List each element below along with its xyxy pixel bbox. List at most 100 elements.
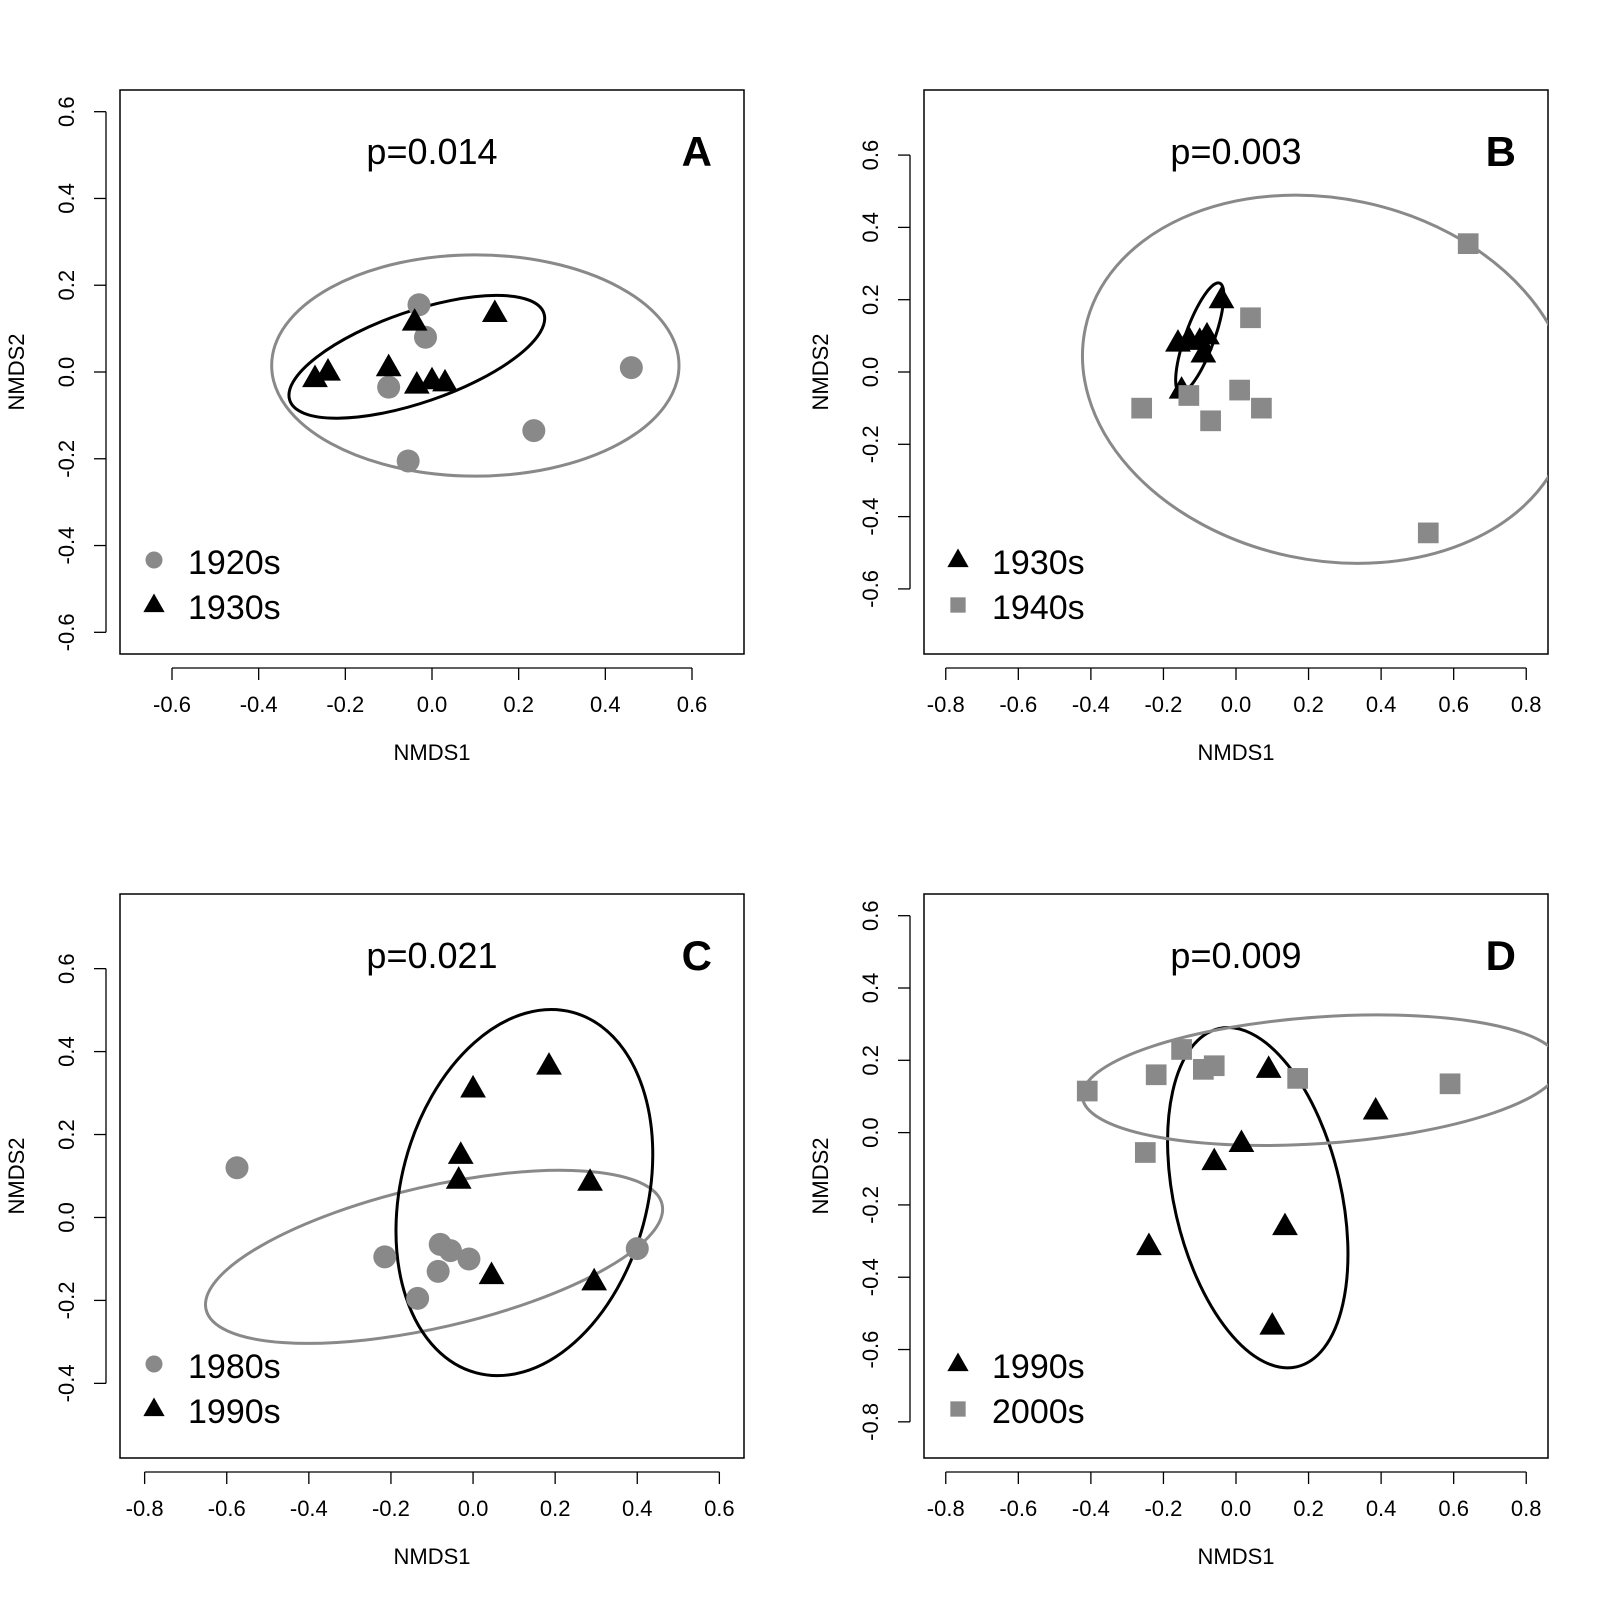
- y-tick-label: 0.6: [858, 140, 883, 171]
- legend-marker-square: [950, 597, 966, 613]
- plot-frame: [119, 893, 745, 1459]
- panel-d: -0.8 -0.6 -0.4 -0.2 0.0 0.2 0.4 0.6 0.8NMDS1-0.8…: [808, 893, 1549, 1569]
- series-2000s: [1076, 1039, 1461, 1163]
- legend-marker-circle: [145, 551, 163, 569]
- data-point: [432, 368, 458, 392]
- legend: 1990s 2000s: [947, 1348, 1085, 1431]
- legend-label: 2000s: [992, 1393, 1085, 1431]
- x-tick-label: 0.6: [704, 1496, 735, 1521]
- data-point: [414, 325, 437, 349]
- panel-letter: C: [682, 932, 712, 979]
- y-tick-label: 0.0: [858, 357, 883, 388]
- legend-marker-circle: [145, 1355, 163, 1373]
- x-tick-label: -0.8: [927, 1496, 965, 1521]
- y-tick-label: 0.0: [858, 1117, 883, 1148]
- data-point: [1131, 397, 1153, 419]
- legend-label: 1920s: [188, 544, 281, 582]
- panel-letter: A: [682, 128, 712, 175]
- legend: 1980s 1990s: [143, 1348, 281, 1431]
- series-1930s: [302, 299, 508, 394]
- p-value-label: p=0.003: [1170, 131, 1301, 172]
- data-point: [401, 308, 428, 331]
- x-axis: -0.8 -0.6 -0.4 -0.2 0.0 0.2 0.4 0.6 0.8 NMDS1: [927, 667, 1542, 765]
- ellipse-1990s: [394, 1008, 655, 1378]
- data-point: [445, 1166, 472, 1189]
- y-tick-label: 0.2: [858, 1045, 883, 1076]
- y-axis-label: NMDS2: [808, 333, 833, 410]
- x-tick-label: -0.8: [927, 692, 965, 717]
- x-tick-label: 0.0: [417, 692, 448, 717]
- data-point: [1362, 1096, 1389, 1120]
- y-tick-label: 0.2: [54, 1119, 79, 1150]
- legend-label: 1990s: [992, 1348, 1085, 1386]
- x-axis-label: NMDS1: [393, 740, 470, 765]
- series-1980s: [225, 1156, 649, 1310]
- y-tick-label: 0.6: [54, 96, 79, 127]
- data-point: [1136, 1232, 1162, 1256]
- y-axis-label: NMDS2: [4, 1137, 29, 1214]
- x-tick-label: -0.6: [153, 692, 191, 717]
- y-tick-label: 0.4: [54, 1036, 79, 1067]
- data-point: [406, 1286, 430, 1310]
- y-tick-label: -0.2: [858, 1186, 883, 1224]
- legend-label: 1940s: [992, 589, 1085, 627]
- x-tick-label: 0.6: [1438, 1496, 1469, 1521]
- data-point: [1194, 321, 1220, 345]
- plot-area: [1076, 1013, 1548, 1370]
- plot-area: [270, 253, 681, 478]
- x-tick-label: 0.8: [1511, 692, 1542, 717]
- y-tick-label: -0.8: [858, 1403, 883, 1441]
- x-axis: -0.8 -0.6 -0.4 -0.2 0.0 0.2 0.4 0.6 NMDS1: [126, 1471, 735, 1569]
- data-point: [457, 1247, 481, 1271]
- data-point: [1171, 1039, 1192, 1060]
- y-tick-label: -0.4: [858, 498, 883, 536]
- y-tick-label: 0.0: [54, 357, 79, 388]
- y-tick-label: 0.2: [54, 270, 79, 301]
- panel-a: -0.6 -0.4 -0.2 0.0 0.2 0.4 0.6NMDS1-0.6-0.4-0.…: [4, 89, 745, 765]
- x-axis: -0.8 -0.6 -0.4 -0.2 0.0 0.2 0.4 0.6 0.8 NMDS1: [927, 1471, 1542, 1569]
- x-tick-label: -0.4: [1072, 692, 1110, 717]
- ellipse-1940s: [1080, 193, 1548, 565]
- plot-area: [1080, 193, 1548, 565]
- data-point: [1201, 1147, 1228, 1171]
- legend-label: 1980s: [188, 1348, 281, 1386]
- data-point: [1208, 285, 1235, 309]
- data-point: [447, 1141, 474, 1164]
- data-point: [438, 1239, 462, 1263]
- y-tick-label: 0.0: [54, 1202, 79, 1233]
- x-tick-label: 0.8: [1511, 1496, 1542, 1521]
- data-point: [1200, 410, 1221, 432]
- data-point: [407, 293, 431, 317]
- legend-marker-triangle: [947, 548, 969, 568]
- y-tick-label: -0.4: [54, 527, 79, 565]
- x-axis-label: NMDS1: [1197, 740, 1274, 765]
- data-point: [1255, 1055, 1282, 1078]
- x-axis-label: NMDS1: [393, 1544, 470, 1569]
- data-point: [581, 1267, 608, 1291]
- legend-marker-square: [950, 1401, 966, 1417]
- x-tick-label: -0.2: [372, 1496, 410, 1521]
- y-tick-label: -0.6: [858, 1331, 883, 1369]
- y-axis: -0.6 -0.4 -0.2 0.0 0.2 0.4 0.6 NMDS2: [808, 140, 911, 608]
- y-axis: -0.8 -0.6 -0.4 -0.2 0.0 0.2 0.4 0.6 NMDS2: [808, 900, 911, 1441]
- x-tick-label: 0.0: [1221, 692, 1252, 717]
- legend-label: 1930s: [992, 544, 1085, 582]
- x-tick-label: 0.4: [1366, 692, 1397, 717]
- data-point: [1228, 1129, 1255, 1153]
- ellipse-1920s: [270, 253, 681, 478]
- series-1920s: [377, 293, 643, 473]
- data-point: [536, 1052, 562, 1075]
- x-tick-label: -0.2: [1144, 1496, 1182, 1521]
- panel-c: -0.8 -0.6 -0.4 -0.2 0.0 0.2 0.4 0.6NMDS1-0.4-0.…: [4, 893, 745, 1569]
- legend-label: 1930s: [188, 589, 281, 627]
- x-tick-label: 0.2: [1293, 692, 1324, 717]
- series-1990s: [1136, 1055, 1389, 1335]
- x-tick-label: 0.2: [1293, 1496, 1324, 1521]
- data-point: [1229, 379, 1250, 401]
- x-tick-label: 0.2: [503, 692, 534, 717]
- plot-frame: [923, 89, 1549, 655]
- data-point: [460, 1074, 486, 1098]
- legend: 1930s 1940s: [947, 544, 1085, 627]
- x-tick-label: 0.0: [458, 1496, 489, 1521]
